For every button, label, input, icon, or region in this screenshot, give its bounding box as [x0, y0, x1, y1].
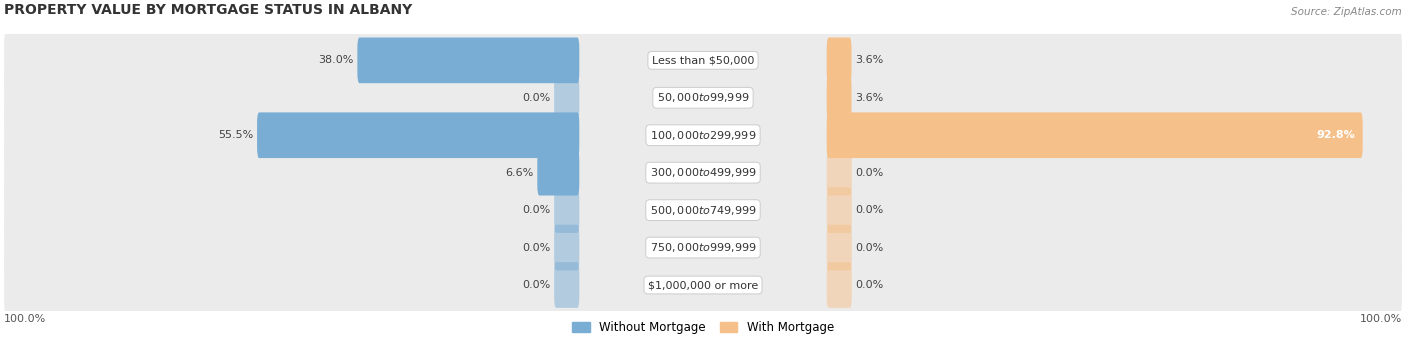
Text: $100,000 to $299,999: $100,000 to $299,999 — [650, 129, 756, 142]
FancyBboxPatch shape — [4, 139, 1402, 206]
FancyBboxPatch shape — [4, 102, 1402, 169]
Text: 0.0%: 0.0% — [855, 242, 883, 253]
Text: 0.0%: 0.0% — [523, 205, 551, 215]
Text: $1,000,000 or more: $1,000,000 or more — [648, 280, 758, 290]
Text: 92.8%: 92.8% — [1316, 130, 1355, 140]
Text: $500,000 to $749,999: $500,000 to $749,999 — [650, 204, 756, 217]
Text: 3.6%: 3.6% — [855, 55, 883, 65]
Text: 3.6%: 3.6% — [855, 93, 883, 103]
FancyBboxPatch shape — [357, 38, 579, 83]
Text: 0.0%: 0.0% — [855, 168, 883, 178]
Text: $750,000 to $999,999: $750,000 to $999,999 — [650, 241, 756, 254]
Text: PROPERTY VALUE BY MORTGAGE STATUS IN ALBANY: PROPERTY VALUE BY MORTGAGE STATUS IN ALB… — [4, 3, 412, 17]
Text: 38.0%: 38.0% — [319, 55, 354, 65]
FancyBboxPatch shape — [4, 176, 1402, 244]
Text: 0.0%: 0.0% — [523, 93, 551, 103]
Text: 0.0%: 0.0% — [855, 205, 883, 215]
Text: $50,000 to $99,999: $50,000 to $99,999 — [657, 91, 749, 104]
FancyBboxPatch shape — [827, 75, 852, 121]
FancyBboxPatch shape — [827, 113, 1362, 158]
Legend: Without Mortgage, With Mortgage: Without Mortgage, With Mortgage — [567, 316, 839, 339]
FancyBboxPatch shape — [4, 251, 1402, 319]
FancyBboxPatch shape — [554, 75, 579, 121]
Text: Source: ZipAtlas.com: Source: ZipAtlas.com — [1291, 7, 1402, 17]
Text: 0.0%: 0.0% — [855, 280, 883, 290]
FancyBboxPatch shape — [827, 262, 852, 308]
FancyBboxPatch shape — [554, 225, 579, 270]
FancyBboxPatch shape — [827, 187, 852, 233]
FancyBboxPatch shape — [827, 150, 852, 195]
FancyBboxPatch shape — [4, 27, 1402, 94]
Text: 100.0%: 100.0% — [1360, 314, 1402, 324]
FancyBboxPatch shape — [554, 262, 579, 308]
Text: Less than $50,000: Less than $50,000 — [652, 55, 754, 65]
Text: 55.5%: 55.5% — [218, 130, 253, 140]
FancyBboxPatch shape — [257, 113, 579, 158]
FancyBboxPatch shape — [827, 38, 852, 83]
Text: 100.0%: 100.0% — [4, 314, 46, 324]
Text: 6.6%: 6.6% — [506, 168, 534, 178]
FancyBboxPatch shape — [4, 214, 1402, 281]
FancyBboxPatch shape — [827, 225, 852, 270]
Text: 0.0%: 0.0% — [523, 242, 551, 253]
Text: 0.0%: 0.0% — [523, 280, 551, 290]
FancyBboxPatch shape — [537, 150, 579, 195]
Text: $300,000 to $499,999: $300,000 to $499,999 — [650, 166, 756, 179]
FancyBboxPatch shape — [554, 187, 579, 233]
FancyBboxPatch shape — [4, 64, 1402, 132]
